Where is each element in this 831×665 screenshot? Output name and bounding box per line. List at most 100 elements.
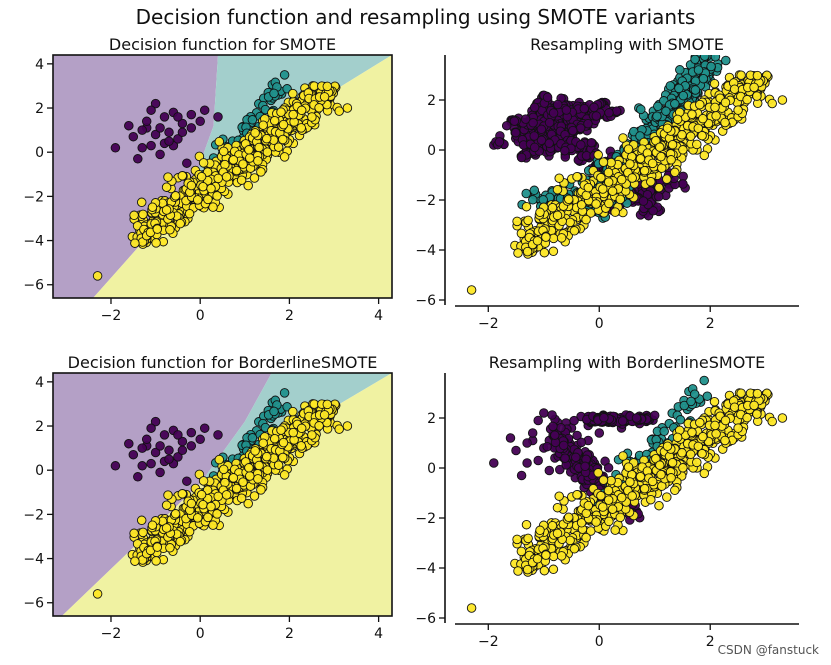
point-class-0 — [555, 464, 565, 475]
point-class-0 — [533, 455, 543, 466]
point-class-2 — [238, 159, 248, 169]
y-tick-label: −6 — [23, 278, 44, 294]
point-class-2 — [161, 182, 172, 192]
y-tick-label: −2 — [415, 511, 436, 527]
point-class-0 — [654, 191, 664, 202]
point-class-0 — [544, 465, 555, 476]
point-class-1 — [702, 391, 713, 401]
point-class-0 — [603, 463, 614, 473]
point-class-2 — [322, 81, 333, 92]
point-class-2 — [563, 194, 574, 205]
point-class-2 — [196, 171, 207, 182]
point-class-2 — [513, 566, 523, 576]
point-class-1 — [690, 55, 700, 65]
point-class-0 — [511, 445, 521, 456]
point-class-1 — [710, 55, 721, 62]
point-class-2 — [720, 415, 731, 426]
point-class-0 — [576, 140, 586, 150]
point-class-2 — [231, 483, 242, 494]
point-class-2 — [147, 520, 158, 530]
point-class-2 — [539, 247, 550, 258]
point-class-2 — [604, 516, 614, 527]
point-class-2 — [646, 176, 656, 187]
point-class-2 — [238, 477, 248, 487]
point-class-2 — [314, 421, 324, 431]
point-class-2 — [618, 133, 628, 143]
point-class-0 — [164, 445, 174, 456]
x-tick-label: 0 — [595, 634, 604, 650]
point-class-1 — [675, 415, 686, 425]
point-class-2 — [655, 142, 665, 152]
point-class-2 — [667, 457, 678, 468]
point-class-2 — [221, 172, 232, 182]
point-class-1 — [279, 388, 290, 398]
point-class-2 — [711, 111, 721, 121]
y-tick-label: 0 — [427, 461, 436, 477]
point-class-1 — [698, 73, 709, 84]
point-class-0 — [124, 120, 134, 131]
point-class-0 — [547, 410, 557, 420]
y-tick-label: 0 — [35, 463, 44, 479]
point-class-2 — [565, 217, 575, 228]
point-class-0 — [529, 102, 540, 113]
figure-title: Decision function and resampling using S… — [135, 5, 696, 29]
point-class-1 — [247, 433, 258, 443]
x-tick-label: −2 — [101, 308, 122, 324]
point-class-2 — [513, 248, 523, 258]
point-class-2 — [296, 105, 307, 116]
x-tick-label: 4 — [374, 308, 383, 324]
point-class-0 — [533, 415, 543, 426]
point-class-2 — [767, 416, 777, 427]
point-class-0 — [150, 98, 161, 109]
point-class-0 — [542, 92, 553, 103]
y-tick-label: 4 — [35, 57, 44, 73]
point-class-2 — [175, 218, 185, 229]
panel-title: Resampling with BorderlineSMOTE — [489, 353, 765, 372]
point-class-2 — [591, 199, 601, 209]
point-class-2 — [556, 551, 567, 561]
point-class-0 — [548, 421, 558, 432]
x-tick-label: 2 — [706, 316, 715, 332]
y-tick-label: −6 — [415, 611, 436, 627]
point-class-2 — [752, 70, 763, 81]
point-class-0 — [137, 443, 147, 453]
point-class-2 — [603, 485, 614, 496]
point-class-2 — [254, 142, 264, 153]
point-class-2 — [138, 527, 148, 538]
point-class-0 — [556, 422, 566, 433]
x-tick-label: −2 — [478, 634, 499, 650]
point-class-0 — [199, 105, 210, 115]
point-class-2 — [695, 417, 705, 428]
point-class-2 — [276, 425, 286, 435]
point-class-1 — [636, 104, 646, 115]
point-class-1 — [670, 99, 680, 109]
point-class-2 — [729, 84, 740, 94]
point-class-1 — [699, 375, 709, 386]
point-class-2 — [288, 406, 298, 417]
y-tick-label: 2 — [427, 93, 436, 109]
point-class-2 — [767, 98, 777, 109]
region-1 — [191, 55, 392, 188]
y-tick-label: −2 — [415, 193, 436, 209]
point-class-2 — [777, 413, 788, 423]
point-class-2 — [273, 142, 284, 152]
point-class-2 — [296, 123, 306, 133]
point-class-2 — [161, 205, 172, 215]
point-class-2 — [256, 485, 266, 495]
point-class-2 — [256, 167, 266, 177]
point-class-2 — [607, 186, 618, 196]
point-class-0 — [146, 458, 156, 469]
point-class-2 — [699, 468, 710, 479]
point-class-2 — [192, 195, 203, 205]
point-class-2 — [276, 107, 286, 117]
point-class-2 — [253, 474, 263, 484]
point-class-0 — [133, 472, 143, 482]
point-class-1 — [686, 396, 696, 407]
point-class-0 — [529, 131, 539, 141]
point-class-2 — [623, 144, 634, 154]
point-class-2 — [521, 519, 532, 530]
point-class-2 — [670, 167, 680, 178]
point-class-2 — [733, 423, 743, 433]
point-class-2 — [656, 469, 666, 480]
